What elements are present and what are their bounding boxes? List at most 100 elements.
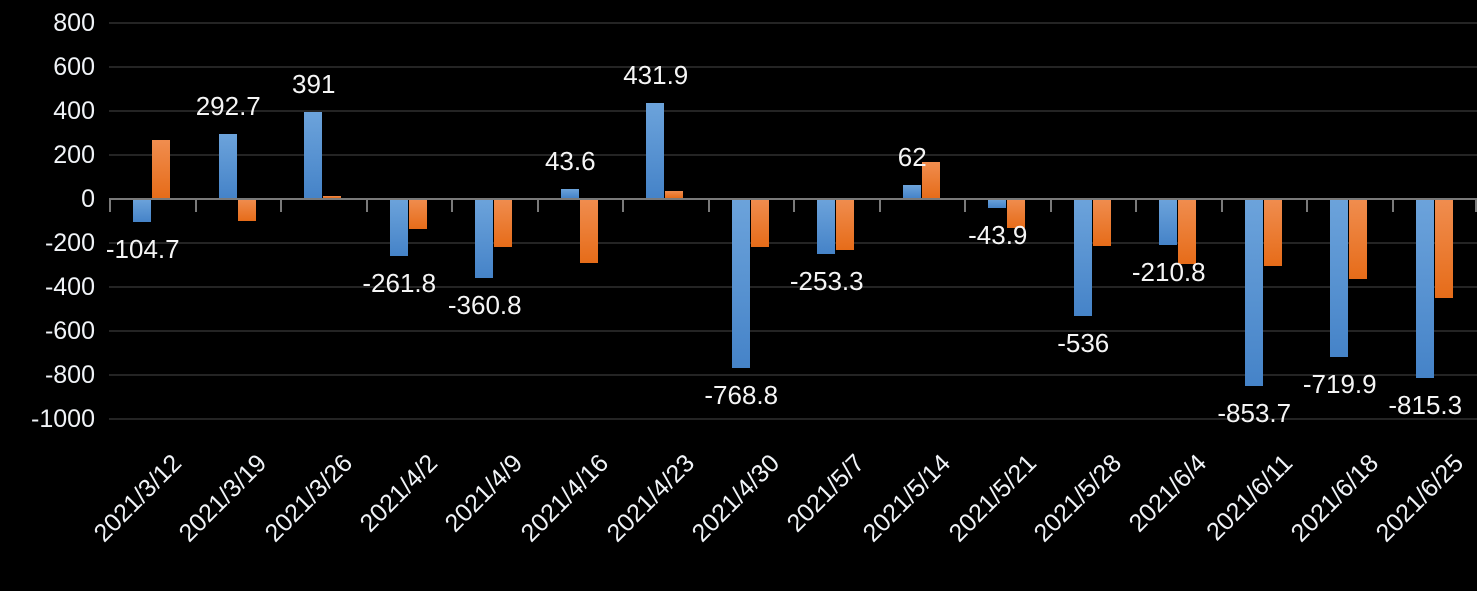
orange-series-bar: [665, 190, 684, 199]
x-axis-tick: [536, 198, 539, 212]
blue-series-bar: [560, 188, 579, 199]
gridline: [109, 109, 1477, 112]
x-axis-tick: [793, 198, 795, 212]
x-axis-label: 2021/6/4: [1123, 449, 1213, 538]
data-label: -43.9: [968, 220, 1028, 251]
orange-series-bar: [836, 198, 855, 251]
x-axis-tick: [365, 198, 368, 212]
blue-series-bar: [902, 184, 921, 199]
blue-series-bar: [218, 134, 237, 199]
orange-series-bar: [494, 198, 513, 247]
y-axis-tick-label: -400: [44, 272, 95, 301]
x-axis-label: 2021/6/25: [1370, 449, 1470, 548]
data-label: -536: [1057, 328, 1110, 359]
x-axis-label: 2021/5/21: [943, 449, 1042, 548]
x-axis-label: 2021/4/23: [601, 449, 700, 548]
gridline: [109, 329, 1477, 332]
blue-series-bar: [304, 112, 323, 199]
x-axis-label: 2021/3/12: [88, 449, 187, 548]
y-axis-tick-label: 0: [81, 184, 95, 213]
y-axis-tick-label: 200: [53, 140, 95, 169]
x-axis-label: 2021/4/30: [686, 449, 786, 548]
orange-series-bar: [323, 196, 342, 199]
blue-series-bar: [731, 198, 750, 368]
blue-series-bar: [646, 103, 665, 199]
gridline: [109, 241, 1477, 244]
data-label: -815.3: [1388, 389, 1463, 420]
y-axis-tick-label: -600: [44, 316, 95, 345]
x-axis-label: 2021/5/7: [781, 449, 871, 538]
data-label: 391: [292, 69, 336, 100]
x-axis-label: 2021/5/28: [1028, 449, 1128, 548]
gridline: [109, 153, 1477, 156]
x-axis-label: 2021/4/9: [439, 449, 529, 538]
x-axis-label: 2021/3/26: [259, 449, 358, 548]
data-label: -853.7: [1217, 398, 1292, 429]
orange-series-bar: [1007, 198, 1026, 229]
x-axis-tick: [707, 198, 710, 212]
orange-series-bar: [1263, 198, 1282, 267]
data-label: -253.3: [789, 266, 864, 297]
x-axis-tick: [194, 198, 197, 212]
y-axis-tick-label: -800: [44, 360, 95, 389]
blue-series-bar: [133, 198, 152, 222]
x-axis-tick: [280, 198, 282, 212]
y-axis-tick-label: -200: [44, 228, 95, 257]
y-axis-tick-label: 800: [53, 8, 95, 37]
data-label: 431.9: [623, 60, 689, 91]
gridline: [109, 373, 1477, 376]
orange-series-bar: [408, 198, 427, 230]
x-axis-tick: [964, 198, 966, 212]
gridline: [109, 285, 1477, 288]
data-label: 292.7: [195, 91, 261, 122]
x-axis-label: 2021/4/16: [515, 449, 615, 548]
orange-series-bar: [152, 139, 171, 199]
blue-series-bar: [1073, 198, 1092, 317]
x-axis-tick: [1391, 198, 1394, 212]
data-label: -210.8: [1131, 256, 1206, 287]
y-axis-tick-label: 600: [53, 52, 95, 81]
data-label: -719.9: [1302, 368, 1377, 399]
x-axis-tick: [1306, 198, 1308, 212]
blue-series-bar: [475, 198, 494, 278]
orange-series-bar: [1349, 198, 1368, 280]
blue-series-bar: [1415, 198, 1434, 378]
x-axis-tick: [451, 198, 453, 212]
x-axis-tick: [109, 198, 111, 212]
orange-series-bar: [1178, 198, 1197, 265]
gridline: [109, 65, 1477, 68]
x-axis-label: 2021/5/14: [857, 449, 957, 548]
gridline: [109, 21, 1477, 24]
y-axis-tick-label: -1000: [31, 404, 95, 433]
x-axis-label: 2021/3/19: [173, 449, 273, 548]
data-label: -768.8: [704, 379, 779, 410]
orange-series-bar: [750, 198, 769, 247]
blue-series-bar: [817, 198, 836, 255]
data-label: 43.6: [544, 145, 596, 176]
x-axis-tick: [622, 198, 624, 212]
x-axis-tick: [1475, 198, 1477, 212]
x-axis-tick: [1049, 198, 1052, 212]
orange-series-bar: [579, 198, 598, 264]
blue-series-bar: [389, 198, 408, 257]
blue-series-bar: [1159, 198, 1178, 245]
blue-series-bar: [988, 198, 1007, 209]
orange-series-bar: [921, 161, 940, 199]
x-axis-label: 2021/6/11: [1200, 449, 1299, 547]
x-axis-label: 2021/4/2: [354, 449, 444, 538]
orange-series-bar: [1434, 198, 1453, 298]
orange-series-bar: [1092, 198, 1111, 246]
x-axis-tick: [1135, 198, 1137, 212]
orange-series-bar: [237, 198, 256, 221]
x-axis-label: 2021/6/18: [1285, 449, 1384, 548]
x-axis-tick: [878, 198, 881, 212]
data-label: -104.7: [105, 233, 180, 264]
x-axis-tick: [1220, 198, 1223, 212]
y-axis-tick-label: 400: [53, 96, 95, 125]
blue-series-bar: [1330, 198, 1349, 357]
gridline: [109, 417, 1477, 420]
data-label: -360.8: [447, 289, 522, 320]
blue-series-bar: [1244, 198, 1263, 387]
data-label: -261.8: [362, 268, 437, 299]
